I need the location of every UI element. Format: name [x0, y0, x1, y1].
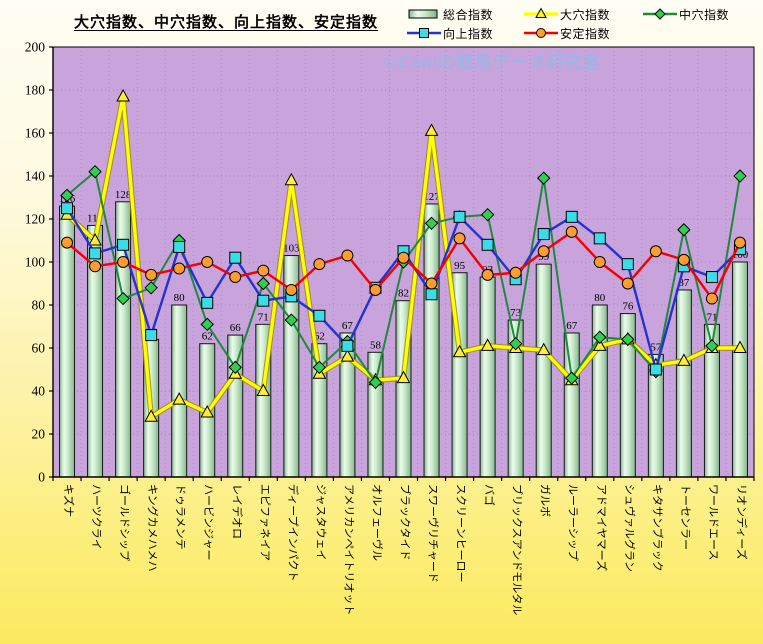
x-axis-category-label: ワールドエース — [707, 484, 719, 560]
x-axis-category-label: ジャスタウェイ — [314, 484, 327, 560]
x-axis-category-label: ブリックスアンドモルタル — [511, 484, 525, 615]
bar-value-label: 87 — [678, 277, 690, 289]
bar-value-label: 66 — [230, 322, 242, 334]
y-axis-tick-label: 160 — [25, 126, 46, 141]
bar — [423, 203, 440, 478]
legend-label: 総合指数 — [443, 7, 494, 22]
bar-value-label: 95 — [454, 260, 466, 272]
y-axis-tick-label: 100 — [25, 255, 46, 270]
bar-value-label: 73 — [510, 307, 522, 319]
y-axis-tick-label: 200 — [25, 40, 46, 55]
y-axis-tick-label: 120 — [25, 212, 46, 227]
y-axis-tick-label: 140 — [25, 169, 46, 184]
bar-value-label: 67 — [342, 320, 354, 332]
legend-item-ooana: 大穴指数 — [523, 5, 642, 23]
x-axis-category-label: リオンディーズ — [735, 484, 749, 560]
x-axis-category-label: スクリーンヒーロー — [455, 484, 468, 582]
legend-circle-marker-icon — [523, 26, 559, 40]
bar-value-label: 71 — [706, 311, 717, 323]
bar — [675, 289, 692, 478]
bar-value-label: 62 — [202, 331, 213, 343]
bar — [563, 332, 580, 478]
legend-label: 大穴指数 — [560, 7, 611, 22]
bar — [171, 304, 188, 478]
legend-item-koujou: 向上指数 — [406, 24, 523, 42]
x-axis-category-label: エピファネイア — [258, 484, 271, 561]
bar — [227, 334, 244, 478]
bar-value-label: 71 — [258, 311, 269, 323]
bar-value-label: 62 — [314, 331, 325, 343]
x-axis-category-label: ルーラーシップ — [567, 484, 580, 561]
watermark: ©Caniの競馬データ研究室 — [384, 52, 600, 72]
x-axis-category-label: キタサンブラック — [651, 484, 665, 572]
x-axis-category-label: アメリカンペイトリオット — [342, 484, 355, 615]
bar-value-label: 128 — [115, 189, 132, 201]
y-axis-tick-label: 20 — [32, 427, 46, 442]
legend-label: 中穴指数 — [679, 7, 730, 22]
line-series-大穴指数 — [60, 88, 747, 422]
x-axis-category-label: ディープインパクト — [286, 484, 300, 582]
legend: 総合指数 大穴指数 中穴指数 向上指数 安定指数 — [406, 5, 761, 42]
x-axis-category-label: キングカメハメハ — [146, 484, 160, 572]
legend-label: 安定指数 — [560, 26, 611, 41]
x-axis-category-label: シュヴァルグラン — [623, 484, 637, 572]
x-axis-category-label: ブラックタイド — [399, 484, 413, 561]
x-axis-category-label: ドゥラメンテ — [174, 484, 186, 550]
bar — [479, 276, 496, 478]
legend-label: 向上指数 — [443, 26, 494, 41]
x-axis-labels: キズナ ハーツクライ ゴールドシップ キングカメハメハ ドゥラメンテ ハービンジャー レイデ… — [62, 484, 749, 615]
line-series-安定指数 — [61, 225, 746, 305]
x-axis-category-label: ハービンジャー — [202, 484, 215, 560]
legend-square-marker-icon — [406, 26, 442, 40]
y-axis-tick-label: 80 — [32, 298, 46, 313]
y-axis-tick-label: 180 — [25, 83, 46, 98]
legend-diamond-marker-icon — [642, 7, 678, 21]
axes: 0 20 40 60 80 100 120 140 160 180 200 — [25, 40, 755, 485]
legend-triangle-marker-icon — [523, 7, 559, 21]
legend-item-chuuana: 中穴指数 — [642, 5, 761, 23]
bar — [367, 351, 384, 478]
gridlines — [53, 47, 754, 477]
bar-value-label: 57 — [650, 341, 662, 353]
legend-item-antei: 安定指数 — [523, 24, 642, 42]
line-series-向上指数 — [61, 202, 746, 376]
y-axis-tick-label: 40 — [32, 384, 46, 399]
y-axis-tick-label: 0 — [38, 470, 45, 485]
legend-bar-swatch-icon — [406, 7, 442, 21]
x-axis-category-label: キズナ — [62, 484, 76, 517]
x-axis-category-label: バゴ — [483, 484, 497, 506]
chart-title: 大穴指数、中穴指数、向上指数、安定指数 — [74, 14, 379, 31]
x-axis-category-label: ゴールドシップ — [118, 484, 132, 561]
bar — [535, 263, 552, 478]
bar-value-label: 80 — [594, 292, 606, 304]
legend-item-sougou: 総合指数 — [406, 5, 523, 23]
bar-value-label: 67 — [566, 320, 578, 332]
bar-value-label: 127 — [423, 191, 440, 203]
x-axis-category-label: オルフェーヴル — [370, 484, 384, 561]
x-axis-category-label: ガルボ — [539, 484, 552, 517]
bar-value-label: 76 — [622, 301, 634, 313]
bar — [731, 261, 748, 478]
y-axis-tick-label: 60 — [32, 341, 46, 356]
x-axis-category-label: トーセンラー — [679, 484, 692, 550]
x-axis-category-label: ハーツクライ — [90, 484, 103, 550]
bar-value-label: 82 — [398, 288, 409, 300]
x-axis-category-label: スワーヴリチャード — [427, 484, 441, 583]
x-axis-category-label: アドマイヤマーズ — [595, 484, 609, 571]
bar-value-label: 58 — [370, 339, 382, 351]
bar-value-label: 103 — [283, 243, 300, 255]
bar-value-label: 80 — [174, 292, 186, 304]
x-axis-category-label: レイデオロ — [230, 484, 244, 539]
